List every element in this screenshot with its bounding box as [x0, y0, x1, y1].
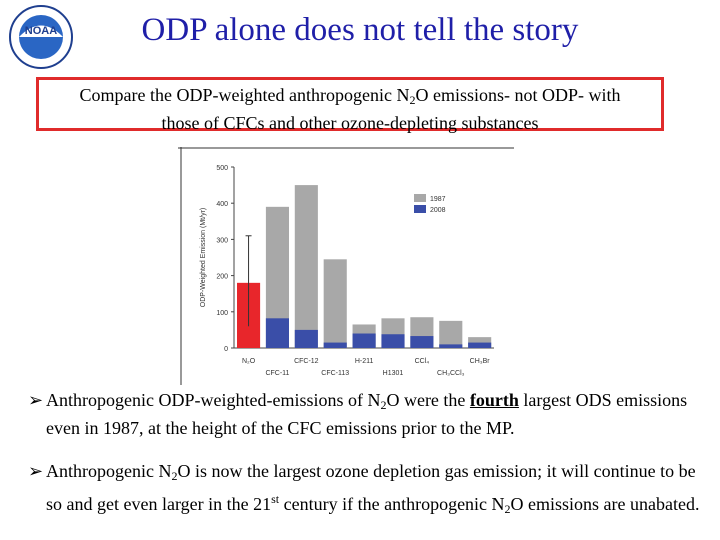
arrow-bullet-icon: ➢: [28, 390, 44, 410]
bar-2008-CFC-113: [323, 342, 347, 348]
logo-text: NOAA: [25, 25, 57, 37]
callout-part1: Compare the ODP-weighted anthropogenic N: [79, 85, 410, 105]
bar-1987-CFC-113: [323, 259, 347, 348]
callout-line2: those of CFCs and other ozone-depleting …: [161, 113, 539, 133]
bullet-2-d: O emissions are unabated.: [510, 494, 700, 514]
callout-box: [36, 77, 664, 131]
bar-1987-CFC-12: [294, 185, 318, 348]
callout-part2: O emissions- not ODP- with: [415, 85, 621, 105]
bar-2008-H1301: [381, 334, 405, 348]
arrow-bullet-icon: ➢: [28, 461, 44, 481]
bar-2008-CFC-11: [265, 318, 289, 348]
bar-2008-H-211: [352, 333, 376, 348]
bar-2008-CH3Br: [468, 342, 492, 348]
y-tick-label: 300: [216, 237, 228, 244]
bullet-2-sup: st: [271, 492, 280, 506]
x-tick-label: CH₃Br: [470, 358, 491, 365]
legend-swatch-2008: [414, 205, 426, 213]
x-tick-label: N₂O: [242, 358, 256, 365]
bullet-1-b: O were the: [386, 390, 470, 410]
x-tick-label: CH₃CCl₃: [437, 370, 465, 377]
slide-title: ODP alone does not tell the story: [141, 12, 579, 48]
bullet-2-a: Anthropogenic N: [46, 461, 172, 481]
y-tick-label: 400: [216, 201, 228, 208]
x-tick-label: CFC-113: [321, 370, 349, 377]
bar-1987-CH3CCl3: [439, 320, 463, 348]
noaa-logo: NOAA: [8, 4, 74, 70]
x-tick-label: H1301: [383, 370, 404, 377]
bullet-2-c: century if the anthropogenic N: [279, 494, 505, 514]
x-tick-label: H-211: [355, 358, 374, 365]
bar-2008-CFC-12: [294, 329, 318, 348]
callout-text: Compare the ODP-weighted anthropogenic N…: [44, 84, 656, 135]
x-tick-label: CCl₄: [415, 358, 430, 365]
chart-svg: 0 100 200 300 400 500 ODP-Weighted Emission (M…: [178, 147, 514, 385]
y-tick-label: 100: [216, 310, 228, 317]
bullet-1-sub: 2: [380, 398, 387, 412]
bullet-1-emph: fourth: [469, 390, 519, 410]
x-tick-label: CFC-12: [294, 358, 319, 365]
bar-2008-CCl4: [410, 336, 434, 348]
bullet-2-sub: 2: [171, 469, 178, 483]
bar-2008-CH3CCl3: [439, 344, 463, 348]
y-tick-label: 500: [216, 165, 228, 172]
bullet-2: ➢ Anthropogenic N2O is now the largest o…: [28, 460, 708, 521]
legend-label-2008: 2008: [430, 207, 446, 214]
bullet-2-text: Anthropogenic N2O is now the largest ozo…: [46, 460, 708, 521]
legend-swatch-1987: [414, 194, 426, 202]
x-tick-label: CFC-11: [265, 370, 289, 377]
callout-sub: 2: [409, 93, 416, 107]
bullet-1-a: Anthropogenic ODP-weighted-emissions of …: [46, 390, 381, 410]
y-axis-label: ODP-Weighted Emission (Mt/yr): [200, 208, 207, 307]
bullet-2-b: O is now the largest ozone depletion gas…: [46, 461, 696, 514]
emission-chart: 0 100 200 300 400 500 ODP-Weighted Emission (M…: [178, 147, 514, 385]
y-tick-label: 0: [224, 346, 228, 353]
y-tick-label: 200: [216, 274, 228, 281]
bullet-2-sub2: 2: [504, 502, 511, 516]
bullet-1-text: Anthropogenic ODP-weighted-emissions of …: [46, 389, 708, 440]
bullet-1-c: largest ODS emissions even in 1987, at t…: [46, 390, 688, 438]
bar-1987-CFC-11: [265, 206, 289, 348]
bullet-1: ➢ Anthropogenic ODP-weighted-emissions o…: [28, 389, 708, 440]
legend-label-1987: 1987: [430, 196, 446, 203]
